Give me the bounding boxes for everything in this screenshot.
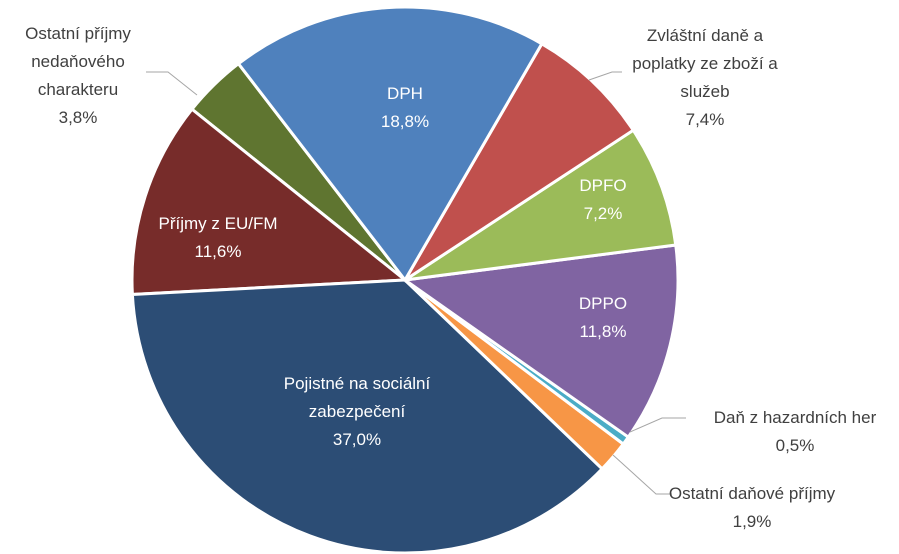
leader-line xyxy=(612,454,672,495)
category-label: Zvláštní daně a poplatky ze zboží a služ… xyxy=(632,26,778,101)
value-label: 3,8% xyxy=(58,108,98,127)
data-label: Daň z hazardních her 0,5% xyxy=(675,404,899,460)
value-label: 7,4% xyxy=(685,110,725,129)
data-label: Pojistné na sociální zabezpečení 37,0% xyxy=(242,370,472,454)
value-label: 18,8% xyxy=(380,112,430,131)
data-label: DPPO 11,8% xyxy=(548,290,658,346)
value-label: 0,5% xyxy=(775,436,815,455)
category-label: Příjmy z EU/FM xyxy=(158,214,278,233)
data-label: Příjmy z EU/FM 11,6% xyxy=(133,210,303,266)
category-label: DPH xyxy=(387,84,423,103)
category-label: Ostatní příjmy nedaňového charakteru xyxy=(25,24,131,99)
data-label: DPFO 7,2% xyxy=(548,172,658,228)
category-label: Pojistné na sociální zabezpečení xyxy=(283,374,431,421)
pie-slice xyxy=(130,278,605,554)
value-label: 11,6% xyxy=(194,242,242,261)
value-label: 11,8% xyxy=(579,322,627,341)
pie-slice xyxy=(400,243,680,440)
data-label: Zvláštní daně a poplatky ze zboží a služ… xyxy=(615,22,795,134)
leader-line xyxy=(146,71,198,96)
pie-slice xyxy=(130,107,410,297)
data-label: DPH 18,8% xyxy=(340,80,470,136)
leader-lines xyxy=(146,71,686,495)
data-label: Ostatní daňové příjmy 1,9% xyxy=(667,480,837,536)
data-label: Ostatní příjmy nedaňového charakteru 3,8% xyxy=(1,20,156,132)
category-label: DPPO xyxy=(578,294,628,313)
value-label: 1,9% xyxy=(732,512,772,531)
leader-line xyxy=(588,71,622,81)
pie-slice xyxy=(404,128,678,282)
value-label: 37,0% xyxy=(332,430,382,449)
leader-line xyxy=(629,417,686,433)
category-label: Ostatní daňové příjmy xyxy=(668,484,836,503)
category-label: Daň z hazardních her xyxy=(713,408,877,427)
pie-slice xyxy=(236,5,544,283)
category-label: DPFO xyxy=(579,176,627,195)
pie-slice xyxy=(403,41,636,282)
value-label: 7,2% xyxy=(583,204,623,223)
